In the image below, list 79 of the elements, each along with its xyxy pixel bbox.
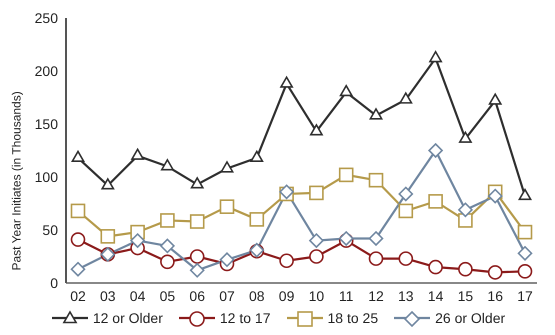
x-tick-label: 10 — [308, 288, 324, 304]
point — [160, 213, 175, 228]
point — [70, 204, 86, 218]
point — [398, 204, 414, 218]
point — [428, 143, 443, 158]
x-tick-label: 13 — [398, 288, 414, 304]
point — [190, 249, 204, 264]
x-tick-label: 12 — [368, 288, 384, 304]
point — [160, 254, 175, 270]
point — [518, 246, 532, 261]
point — [458, 202, 473, 218]
point — [160, 238, 175, 254]
point — [309, 186, 324, 200]
x-tick-label: 07 — [219, 288, 235, 304]
point — [220, 199, 234, 214]
point — [70, 262, 86, 277]
point — [190, 262, 204, 278]
point — [309, 233, 324, 248]
point — [310, 124, 323, 136]
point — [398, 251, 414, 266]
point — [368, 251, 384, 266]
y-tick-label: 150 — [34, 116, 58, 132]
point — [190, 214, 204, 229]
point — [428, 194, 443, 209]
point — [220, 161, 234, 173]
legend-label: 12 to 17 — [220, 310, 270, 326]
y-tick-label: 0 — [50, 274, 58, 291]
x-tick-label: 08 — [249, 288, 265, 304]
point — [368, 231, 384, 246]
point — [399, 92, 412, 104]
point — [280, 76, 294, 88]
point — [458, 262, 473, 277]
point — [458, 132, 472, 143]
y-axis-title: Past Year Initiates (in Thousands) — [9, 91, 24, 270]
point — [428, 260, 443, 274]
point — [220, 252, 234, 267]
point — [279, 253, 294, 268]
x-tick-label: 16 — [487, 288, 504, 304]
point — [338, 168, 354, 182]
y-tick-label: 50 — [42, 222, 58, 238]
legend-label: 18 to 25 — [328, 310, 378, 326]
point — [340, 84, 353, 96]
x-tick-label: 17 — [517, 288, 533, 304]
point — [130, 233, 145, 248]
legend-label: 26 or Older — [435, 310, 506, 326]
point — [131, 148, 144, 160]
y-tick-label: 200 — [34, 62, 58, 79]
x-tick-label: 06 — [189, 288, 206, 304]
x-tick-label: 15 — [458, 288, 474, 304]
legend-label: 12 or Older — [92, 310, 163, 326]
point — [70, 232, 86, 247]
point — [190, 177, 204, 188]
x-tick-label: 02 — [70, 288, 86, 304]
point — [458, 213, 473, 228]
point — [518, 224, 532, 240]
point — [488, 93, 502, 105]
point — [100, 229, 116, 244]
point — [518, 264, 532, 279]
y-tick-label: 250 — [34, 10, 58, 26]
point — [72, 150, 84, 162]
point — [250, 212, 264, 227]
point — [488, 265, 502, 280]
x-tick-label: 09 — [278, 288, 295, 304]
point — [429, 50, 442, 62]
x-tick-label: 05 — [160, 288, 176, 304]
x-tick-label: 14 — [428, 288, 444, 304]
point — [250, 150, 264, 162]
x-tick-label: 03 — [100, 288, 116, 304]
point — [398, 186, 414, 202]
point — [368, 172, 384, 188]
point — [370, 108, 382, 120]
point — [101, 178, 114, 190]
point — [518, 188, 532, 200]
point — [160, 159, 174, 170]
point — [309, 249, 324, 264]
x-tick-label: 11 — [338, 288, 354, 304]
point — [488, 188, 502, 204]
y-tick-label: 100 — [34, 168, 58, 185]
x-tick-label: 04 — [130, 288, 146, 304]
